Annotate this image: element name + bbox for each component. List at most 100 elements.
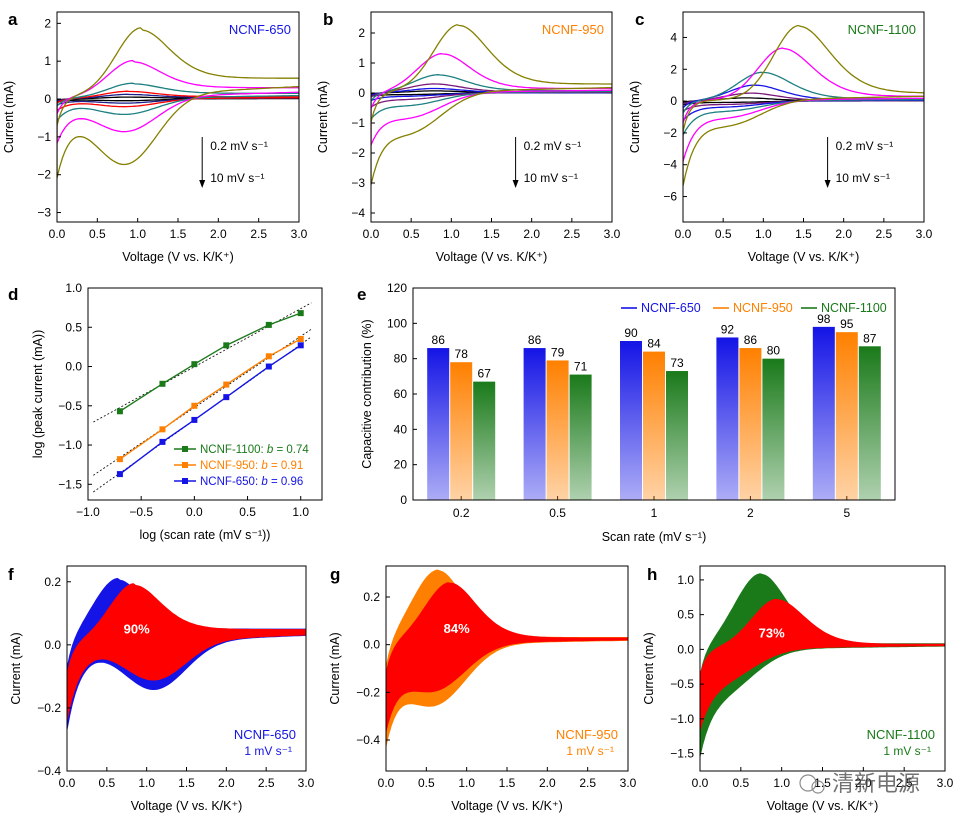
x-tick-label: −0.5 [129,505,153,519]
cv-curve-1-mvs [683,84,924,122]
data-point [223,381,230,388]
y-tick-label: 60 [394,387,408,401]
panel-letter-d: d [8,285,18,304]
x-tick-label: 0.5 [403,227,420,241]
plot-frame-0 [56,11,300,223]
x-tick-label: 2.0 [835,227,852,241]
data-point [191,416,198,423]
y-tick-label: 0.0 [44,638,61,652]
x-tick-label: 0.0 [675,227,692,241]
x-tick-label: 2.0 [218,776,235,790]
x-tick-label: 1.5 [795,227,812,241]
x-tick-label: 2.0 [210,227,227,241]
y-tick-label: 1 [44,54,51,68]
area-group [67,577,306,730]
bar [812,326,835,500]
x-tick-label: 1.5 [499,776,516,790]
wechat-icon-small [811,780,825,794]
wechat-icon [799,774,817,792]
x-tick-label: 3.0 [291,227,308,241]
x-tick-label: 2.5 [896,776,913,790]
x-tick-label: 0.5 [732,776,749,790]
panel-letter-g: g [330,565,340,584]
area-group [700,573,945,757]
bar [450,362,473,500]
legend-name: NCNF-650 [200,476,255,488]
data-point [159,426,166,433]
bar [716,337,739,500]
panel-letter-h: h [647,565,657,584]
y-tick-label: −3 [37,206,51,220]
y-tick-label: 0.5 [677,608,694,622]
y-tick-label: 0.5 [65,320,82,334]
y-axis-label: Current (mA) [316,81,330,153]
y-axis-label: Current (mA) [328,632,342,704]
y-tick-label: −3 [351,176,365,190]
bar-value-label: 71 [574,360,588,374]
legend-sep: : [255,460,261,472]
legend-marker [182,462,188,468]
y-tick-label: 0.0 [363,638,380,652]
capacitive-percent-label: 84% [444,621,470,636]
x-tick-label: 2.5 [250,227,267,241]
y-tick-label: 0.0 [677,642,694,656]
panel-letter-e: e [357,285,366,304]
data-point [297,336,304,343]
x-tick-label: 0.5 [239,505,256,519]
bar [666,371,688,500]
x-tick-label: 0.0 [378,776,395,790]
cv-curve-5-mvs [57,59,299,144]
y-tick-label: 0 [44,92,51,106]
x-tick-label: 3.0 [916,227,933,241]
bar [643,351,665,500]
legend-marker [182,446,188,452]
y-tick-label: 0.2 [363,590,380,604]
data-point [159,380,166,387]
data-point [265,353,272,360]
y-axis-label: Current (mA) [628,81,642,153]
cv-curve-5-mvs [683,47,924,162]
bar-value-label: 80 [767,344,781,358]
legend-label: NCNF-950 [733,301,793,315]
legend-label: NCNF-1100: b = 0.74 [200,444,309,456]
capacitive-percent-label: 73% [759,626,785,641]
y-tick-label: 20 [394,458,408,472]
legend-label: NCNF-650: b = 0.96 [200,476,303,488]
x-axis-label: Voltage (V vs. K/K⁺) [131,799,243,813]
panel-letter-f: f [8,565,14,584]
legend-label: NCNF-650 [641,301,701,315]
bar [762,358,785,500]
x-axis-label: Voltage (V vs. K/K⁺) [767,799,879,813]
legend-b-value: 0.96 [281,476,303,488]
legend-eq: = [268,460,281,472]
sample-label: NCNF-1100 [867,727,935,742]
cv-curve-0p2-mvs [683,97,924,106]
y-tick-label: 0 [670,94,677,108]
x-axis-label: Scan rate (mV s⁻¹) [602,530,707,544]
sample-label: NCNF-650 [234,727,296,742]
y-axis-label: log (peak current (mA)) [31,330,45,459]
capacitive-area [386,582,628,734]
fit-line [93,302,312,423]
annotation-high-rate: 10 mV s⁻¹ [210,171,264,185]
x-axis-label: log (scan rate (mV s⁻¹)) [140,528,271,542]
x-tick-label: 0.5 [418,776,435,790]
annotation-high-rate: 10 mV s⁻¹ [524,171,578,185]
bar-value-label: 95 [840,317,854,331]
y-tick-label: 80 [394,352,408,366]
y-tick-label: 120 [387,281,407,295]
x-tick-label: 0.2 [453,506,470,520]
x-tick-label: 0.0 [49,227,66,241]
series-line [119,312,301,412]
legend-b-value: 0.91 [281,460,303,472]
data-point [223,342,230,349]
y-tick-label: −1.0 [58,438,82,452]
legend-name: NCNF-1100 [200,444,261,456]
x-tick-label: 2.5 [258,776,275,790]
y-tick-label: 2 [358,26,365,40]
x-tick-label: 1.0 [138,776,155,790]
y-tick-label: −0.5 [670,677,694,691]
y-tick-label: −2 [37,168,51,182]
rate-label: 1 mV s⁻¹ [244,744,292,758]
